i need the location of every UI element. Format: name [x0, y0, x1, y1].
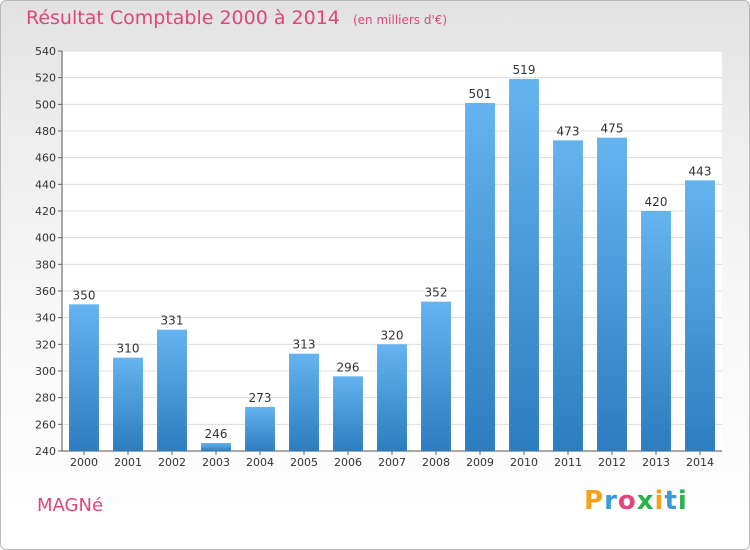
- logo-letter: t: [664, 486, 678, 516]
- title-unit: (en milliers d'€): [352, 13, 448, 27]
- y-tick-label: 300: [35, 365, 56, 378]
- x-tick-label: 2013: [642, 456, 670, 469]
- x-tick-label: 2002: [158, 456, 186, 469]
- bar-value-label: 246: [205, 427, 228, 441]
- bar-value-label: 331: [161, 314, 184, 328]
- x-tick-label: 2010: [510, 456, 538, 469]
- logo-letter: r: [604, 486, 618, 516]
- bar-value-label: 296: [337, 360, 360, 374]
- bar-value-label: 310: [117, 342, 140, 356]
- x-tick-label: 2009: [466, 456, 494, 469]
- chart-title: Résultat Comptable 2000 à 2014 (en milli…: [26, 7, 447, 29]
- y-tick-label: 380: [35, 258, 56, 271]
- bar-2006: [333, 376, 363, 451]
- y-tick-label: 460: [35, 152, 56, 165]
- y-tick-label: 540: [35, 45, 56, 58]
- y-tick-label: 240: [35, 445, 56, 458]
- bar-2012: [597, 137, 627, 451]
- bar-2002: [157, 329, 187, 451]
- bar-value-label: 420: [645, 195, 668, 209]
- y-tick-label: 280: [35, 392, 56, 405]
- y-tick-label: 420: [35, 205, 56, 218]
- bar-value-label: 320: [381, 328, 404, 342]
- y-tick-label: 320: [35, 338, 56, 351]
- bar-value-label: 273: [249, 391, 272, 405]
- bar-value-label: 475: [601, 122, 624, 136]
- proxiti-logo[interactable]: Proxiti: [584, 486, 688, 516]
- bar-value-label: 350: [73, 288, 96, 302]
- x-tick-label: 2014: [686, 456, 714, 469]
- x-tick-label: 2007: [378, 456, 406, 469]
- bar-2014: [685, 180, 715, 452]
- bar-2011: [553, 140, 583, 452]
- bar-2013: [641, 211, 671, 451]
- bar-value-label: 443: [689, 164, 712, 178]
- x-tick-label: 2008: [422, 456, 450, 469]
- bar-2010: [509, 79, 539, 451]
- bar-value-label: 473: [557, 124, 580, 138]
- bar-2000: [69, 304, 99, 451]
- y-tick-label: 400: [35, 232, 56, 245]
- x-tick-label: 2005: [290, 456, 318, 469]
- bar-value-label: 313: [293, 338, 316, 352]
- commune-name: MAGNé: [37, 495, 104, 516]
- logo-letter: P: [584, 486, 605, 516]
- x-tick-label: 2000: [70, 456, 98, 469]
- logo-letter: i: [654, 486, 665, 516]
- bar-value-label: 501: [469, 87, 492, 101]
- bar-2005: [289, 353, 319, 451]
- x-tick-label: 2011: [554, 456, 582, 469]
- y-tick-label: 440: [35, 178, 56, 191]
- y-tick-label: 500: [35, 98, 56, 111]
- y-tick-label: 360: [35, 285, 56, 298]
- logo-letter: x: [636, 486, 655, 516]
- x-tick-label: 2012: [598, 456, 626, 469]
- bar-value-label: 519: [513, 63, 536, 77]
- y-tick-label: 520: [35, 72, 56, 85]
- x-tick-label: 2003: [202, 456, 230, 469]
- bar-2009: [465, 103, 495, 451]
- bar-2004: [245, 407, 275, 451]
- logo-letter: i: [677, 486, 688, 516]
- bar-2001: [113, 357, 143, 451]
- x-tick-label: 2004: [246, 456, 274, 469]
- y-tick-label: 480: [35, 125, 56, 138]
- x-tick-label: 2001: [114, 456, 142, 469]
- bar-2008: [421, 301, 451, 451]
- x-tick-label: 2006: [334, 456, 362, 469]
- bar-value-label: 352: [425, 286, 448, 300]
- y-tick-label: 340: [35, 312, 56, 325]
- y-tick-label: 260: [35, 418, 56, 431]
- title-text: Résultat Comptable 2000 à 2014: [26, 7, 340, 29]
- logo-letter: o: [617, 486, 637, 516]
- bar-2007: [377, 344, 407, 451]
- bar-2003: [201, 443, 231, 451]
